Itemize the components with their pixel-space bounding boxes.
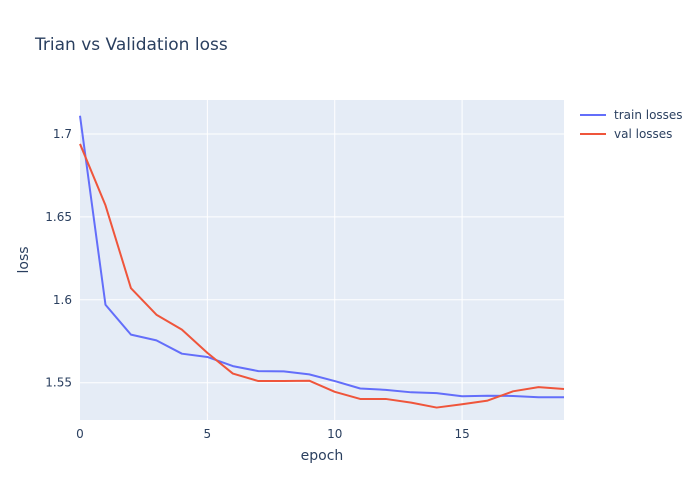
y-axis-title: loss	[16, 246, 32, 273]
x-tick-label: 5	[204, 427, 212, 441]
chart-title: Trian vs Validation loss	[34, 35, 228, 55]
series-line-train	[79, 115, 564, 399]
legend-label: train losses	[614, 108, 683, 122]
series-layer	[79, 115, 565, 409]
series-line-val	[79, 143, 565, 409]
y-tick-label: 1.7	[53, 127, 72, 141]
x-axis-title: epoch	[301, 448, 344, 464]
y-tick-label: 1.65	[45, 210, 72, 224]
x-tick-label: 0	[76, 427, 84, 441]
y-tick-label: 1.6	[53, 293, 72, 307]
gridlines	[80, 100, 564, 420]
x-tick-label: 15	[454, 427, 469, 441]
tick-labels: 0 5 10 15 1.55 1.6 1.65 1.7	[45, 127, 469, 441]
legend-label: val losses	[614, 127, 672, 141]
plot-background	[80, 100, 564, 420]
legend: train losses val losses	[580, 108, 683, 141]
x-tick-label: 10	[327, 427, 342, 441]
y-tick-label: 1.55	[45, 376, 72, 390]
